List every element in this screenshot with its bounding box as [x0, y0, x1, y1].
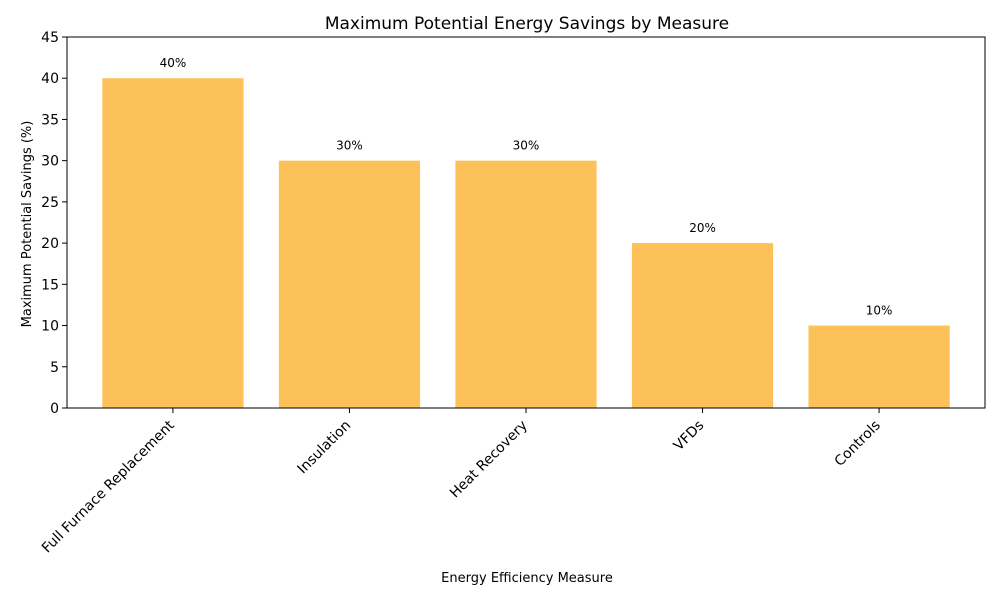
bar [455, 160, 597, 408]
x-tick-label: Controls [832, 418, 884, 470]
x-tick-label: Insulation [295, 418, 355, 478]
y-tick-label: 30 [41, 154, 59, 170]
bar [278, 160, 421, 408]
data-label: 30% [513, 139, 540, 153]
x-axis-ticks: Full Furnace Replacement Insulation Heat R… [39, 408, 884, 556]
y-tick-label: 20 [41, 236, 59, 252]
x-tick-label: Heat Recovery [447, 418, 531, 502]
chart-title: Maximum Potential Energy Savings by Meas… [325, 14, 729, 34]
bar [808, 325, 950, 408]
y-axis-label: Maximum Potential Savings (%) [20, 121, 35, 328]
data-labels: 40% 30% 30% 20% 10% [160, 56, 893, 317]
y-tick-label: 15 [41, 277, 59, 293]
x-tick-label: Full Furnace Replacement [39, 417, 178, 556]
y-tick-label: 5 [50, 360, 59, 376]
data-label: 40% [160, 56, 187, 70]
bars [102, 78, 950, 408]
data-label: 20% [689, 221, 716, 235]
bar [631, 243, 774, 408]
y-tick-label: 40 [41, 71, 59, 87]
y-axis-ticks: 0 5 10 15 20 25 30 35 40 45 [41, 30, 67, 417]
plot-area-frame [66, 36, 986, 409]
x-axis-label: Energy Efficiency Measure [441, 571, 613, 586]
x-tick-label: VFDs [671, 418, 708, 455]
bar [102, 78, 244, 408]
y-tick-label: 10 [41, 319, 59, 335]
data-label: 10% [866, 304, 893, 318]
y-tick-label: 45 [41, 30, 59, 46]
y-tick-label: 35 [41, 112, 59, 128]
data-label: 30% [336, 139, 363, 153]
y-tick-label: 25 [41, 195, 59, 211]
y-tick-label: 0 [50, 401, 59, 417]
